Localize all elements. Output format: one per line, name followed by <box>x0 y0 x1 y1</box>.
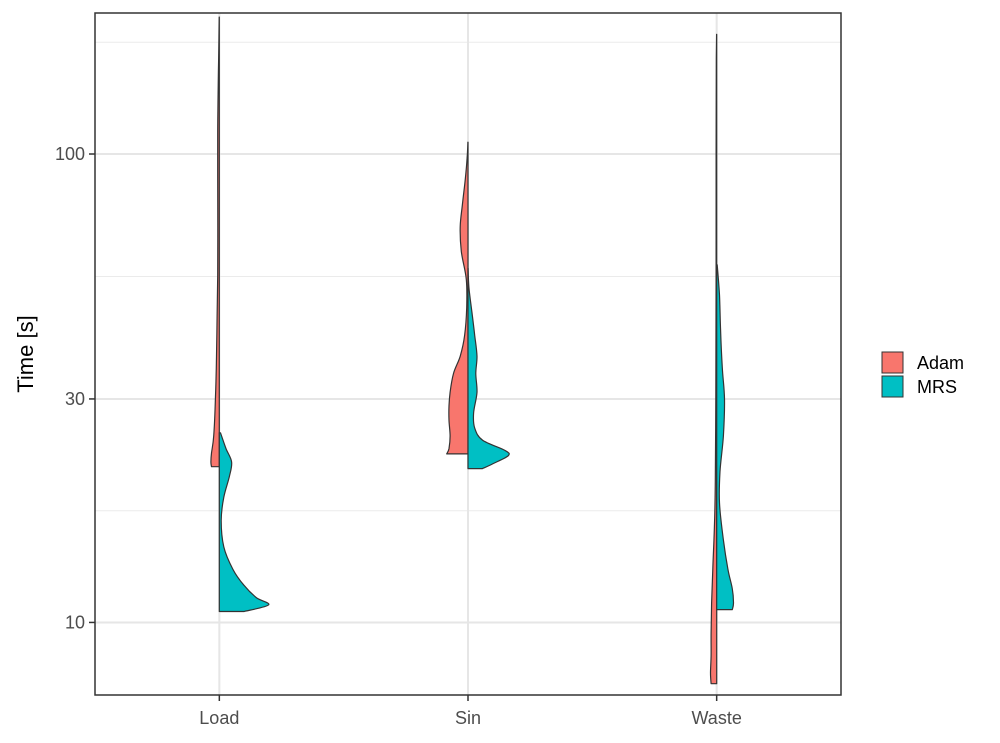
y-tick-label: 30 <box>65 389 85 409</box>
legend-label-adam: Adam <box>917 353 964 373</box>
violin-adam-waste <box>709 33 718 685</box>
x-tick-label: Load <box>199 708 239 728</box>
y-axis-title: Time [s] <box>13 315 38 392</box>
violin-adam-sin <box>446 141 469 455</box>
legend-key-mrs <box>881 375 904 398</box>
x-tick-label: Sin <box>455 708 481 728</box>
violin-adam-load <box>210 16 220 468</box>
violin-mrs-load <box>218 432 270 613</box>
violins <box>210 16 735 685</box>
legend-key-adam <box>881 351 904 374</box>
violin-mrs-sin <box>467 267 510 470</box>
x-tick-label: Waste <box>691 708 741 728</box>
axes: 10 30 100 Load Sin Waste <box>55 144 742 728</box>
legend-label-mrs: MRS <box>917 377 957 397</box>
legend: Adam MRS <box>881 351 964 398</box>
violin-mrs-waste <box>716 264 735 611</box>
y-tick-label: 100 <box>55 144 85 164</box>
y-tick-label: 10 <box>65 612 85 632</box>
